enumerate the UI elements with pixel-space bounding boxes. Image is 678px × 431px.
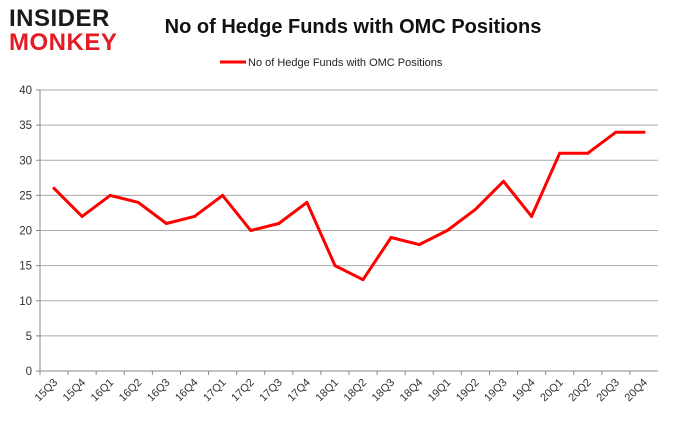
data-point-17Q3 bbox=[277, 221, 281, 225]
x-tick-label: 15Q4 bbox=[61, 377, 89, 405]
data-point-20Q4 bbox=[642, 130, 646, 134]
x-tick-label: 16Q1 bbox=[89, 377, 117, 405]
y-tick-label: 15 bbox=[19, 261, 32, 273]
series-layer bbox=[52, 130, 646, 282]
data-point-17Q2 bbox=[249, 229, 253, 232]
series-line-0 bbox=[52, 130, 646, 282]
legend-label: No of Hedge Funds with OMC Positions bbox=[248, 57, 443, 69]
y-tick-label: 30 bbox=[19, 155, 32, 167]
chart-title: No of Hedge Funds with OMC Positions bbox=[165, 16, 542, 38]
x-tick-label: 19Q4 bbox=[510, 377, 538, 405]
x-tick-label: 17Q1 bbox=[201, 377, 229, 405]
x-tick-label: 16Q2 bbox=[117, 377, 145, 405]
data-point-19Q2 bbox=[473, 207, 477, 211]
data-point-15Q3 bbox=[52, 186, 56, 190]
data-point-17Q4 bbox=[305, 200, 309, 204]
data-point-15Q4 bbox=[80, 214, 84, 218]
legend: No of Hedge Funds with OMC Positions bbox=[220, 57, 443, 69]
data-point-19Q4 bbox=[530, 214, 534, 218]
data-point-16Q1 bbox=[108, 193, 112, 197]
x-tick-label: 20Q2 bbox=[566, 377, 594, 405]
data-point-18Q1 bbox=[333, 264, 337, 268]
data-point-16Q3 bbox=[164, 221, 168, 225]
x-tick-label: 19Q2 bbox=[454, 377, 482, 405]
x-tick-label: 18Q3 bbox=[370, 377, 398, 405]
y-tick-label: 0 bbox=[26, 366, 32, 378]
x-tick-label: 20Q1 bbox=[538, 377, 566, 405]
y-tick-label: 35 bbox=[19, 120, 32, 132]
x-tick-label: 15Q3 bbox=[33, 377, 61, 405]
data-point-18Q3 bbox=[389, 236, 393, 240]
x-tick-label: 20Q3 bbox=[594, 377, 622, 405]
axis-layer bbox=[39, 90, 658, 375]
x-tick-label: 18Q4 bbox=[398, 377, 426, 405]
x-tick-label: 17Q2 bbox=[229, 377, 257, 405]
data-point-19Q1 bbox=[445, 229, 449, 232]
y-tick-label: 25 bbox=[19, 190, 32, 202]
x-tick-label: 18Q1 bbox=[314, 377, 342, 405]
insider-monkey-logo: INSIDER MONKEY bbox=[9, 5, 117, 56]
x-tick-label: 19Q1 bbox=[426, 377, 454, 405]
data-point-20Q3 bbox=[614, 130, 618, 134]
y-tick-label: 5 bbox=[26, 331, 32, 343]
x-tick-label: 17Q3 bbox=[257, 377, 285, 405]
x-tick-labels: 15Q3 15Q4 16Q1 16Q2 16Q3 16Q4 17Q1 17Q2 17Q3 17Q4… bbox=[33, 377, 650, 405]
y-tick-label: 40 bbox=[19, 85, 32, 97]
data-point-16Q4 bbox=[193, 214, 196, 218]
x-tick-label: 20Q4 bbox=[623, 377, 651, 405]
x-tick-label: 16Q4 bbox=[173, 377, 201, 405]
grid-layer bbox=[36, 89, 658, 372]
data-point-20Q1 bbox=[558, 151, 562, 155]
data-point-19Q3 bbox=[502, 179, 505, 183]
y-tick-label: 20 bbox=[19, 226, 32, 238]
x-tick-label: 19Q3 bbox=[482, 377, 510, 405]
data-point-18Q2 bbox=[361, 278, 365, 282]
data-point-17Q1 bbox=[221, 193, 225, 197]
x-tick-label: 16Q3 bbox=[145, 377, 173, 405]
logo-line-2: MONKEY bbox=[9, 29, 117, 56]
x-tick-label: 17Q4 bbox=[285, 377, 313, 405]
x-tick-label: 18Q2 bbox=[342, 377, 370, 405]
data-point-16Q2 bbox=[136, 200, 140, 204]
data-point-20Q2 bbox=[586, 151, 590, 155]
logo-line-1: INSIDER bbox=[9, 5, 110, 32]
y-tick-label: 10 bbox=[19, 296, 32, 308]
data-point-18Q4 bbox=[417, 243, 421, 247]
y-tick-labels: 0 5 10 15 20 25 30 35 40 bbox=[19, 85, 32, 378]
